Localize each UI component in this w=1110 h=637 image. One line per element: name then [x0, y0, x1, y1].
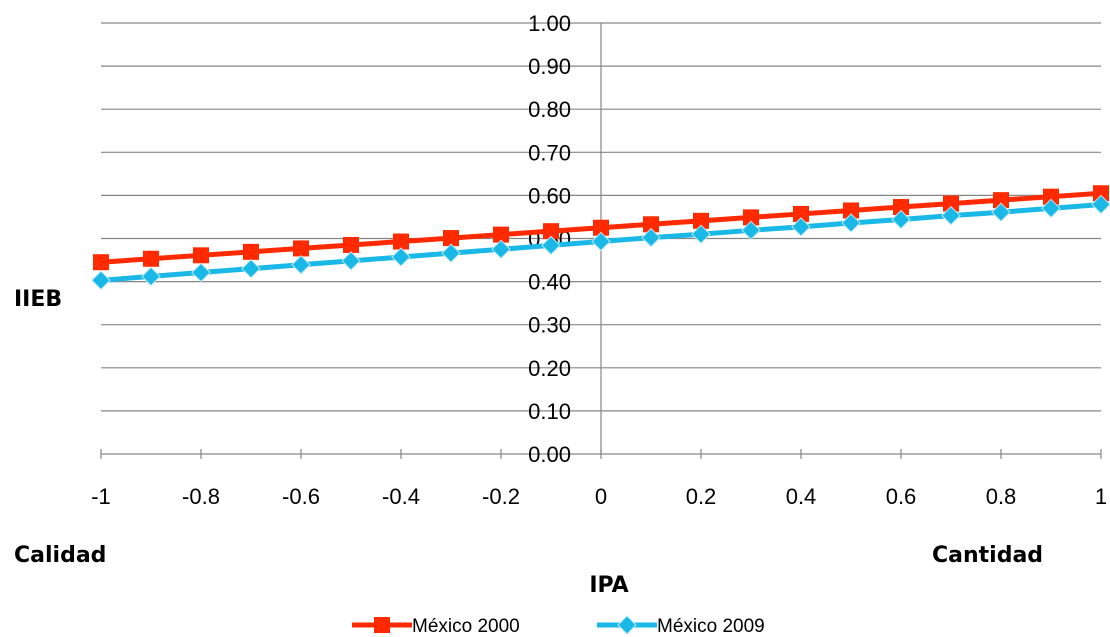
x-tick-label: -0.4: [382, 484, 420, 509]
diamond-marker: [841, 213, 861, 233]
x-tick-label: -0.8: [182, 484, 220, 509]
square-marker: [343, 236, 359, 253]
diamond-marker: [91, 270, 111, 291]
square-marker: [243, 243, 259, 260]
square-marker: [443, 230, 459, 247]
diamond-marker: [1041, 198, 1061, 219]
square-marker: [893, 199, 909, 216]
square-marker: [593, 219, 609, 236]
square-marker: [843, 202, 859, 219]
square-marker: [193, 247, 209, 264]
y-tick-label: 0.10: [528, 399, 571, 424]
x-tick-label: -0.6: [282, 484, 320, 509]
axes: [100, 23, 1102, 459]
annotation-calidad: Calidad: [14, 543, 106, 568]
diamond-marker: [491, 239, 511, 259]
y-tick-label: 0.40: [528, 270, 571, 295]
data-series: [91, 185, 1110, 291]
x-tick-label: -0.2: [482, 484, 520, 509]
diamond-marker: [591, 231, 611, 252]
square-marker: [493, 226, 509, 243]
diamond-marker: [617, 615, 637, 635]
diamond-marker: [941, 205, 961, 226]
x-axis-label: IPA: [589, 573, 628, 598]
diamond-marker: [741, 220, 761, 241]
diamond-marker: [291, 255, 311, 275]
x-tick-label: 0.4: [786, 484, 817, 509]
square-marker: [1043, 188, 1059, 205]
diamond-marker: [991, 202, 1011, 222]
y-tick-label: 0.60: [528, 183, 571, 208]
x-axis-tick-labels: -1 -0.8 -0.6 -0.4 -0.2 0 0.2 0.4 0.6 0.8 1: [91, 484, 1107, 509]
diamond-marker: [391, 247, 411, 267]
square-marker: [1093, 185, 1109, 202]
diamond-marker: [241, 258, 261, 279]
square-marker: [793, 205, 809, 222]
square-marker: [693, 212, 709, 229]
legend: México 2000 México 2009: [352, 615, 765, 637]
y-tick-label: 0.80: [528, 97, 571, 122]
diamond-marker: [791, 217, 811, 237]
diamond-marker: [1091, 194, 1110, 215]
y-tick-label: 0.20: [528, 356, 571, 381]
y-tick-label: 1.00: [528, 11, 571, 36]
annotation-cantidad: Cantidad: [932, 543, 1043, 568]
diamond-marker: [641, 227, 661, 248]
x-tick-label: 0.6: [886, 484, 917, 509]
square-marker: [374, 617, 390, 633]
y-tick-label: 0.90: [528, 54, 571, 79]
square-marker: [743, 209, 759, 226]
square-marker: [393, 233, 409, 250]
x-tick-label: 0.2: [686, 484, 717, 509]
diamond-marker: [191, 262, 211, 283]
square-marker: [993, 192, 1009, 209]
x-tick-label: -1: [91, 484, 111, 509]
y-tick-label: 0.70: [528, 140, 571, 165]
square-marker: [543, 223, 559, 240]
diamond-marker: [691, 224, 711, 244]
square-marker: [93, 254, 109, 271]
x-tick-label: 0: [595, 484, 607, 509]
y-tick-label: 0.00: [528, 442, 571, 467]
series-group: [91, 194, 1110, 291]
legend-label: México 2000: [412, 616, 520, 637]
diamond-marker: [891, 209, 911, 230]
y-tick-label: 0.30: [528, 313, 571, 338]
diamond-marker: [141, 266, 161, 287]
y-axis-label: IIEB: [14, 287, 62, 312]
diamond-marker: [441, 243, 461, 263]
x-tick-label: 0.8: [986, 484, 1017, 509]
diamond-marker: [541, 235, 561, 256]
square-marker: [943, 195, 959, 212]
series-group: [93, 185, 1109, 271]
square-marker: [643, 216, 659, 233]
x-tick-label: 1: [1095, 484, 1107, 509]
square-marker: [143, 250, 159, 267]
legend-label: México 2009: [657, 616, 765, 637]
diamond-marker: [341, 251, 361, 271]
square-marker: [293, 240, 309, 257]
